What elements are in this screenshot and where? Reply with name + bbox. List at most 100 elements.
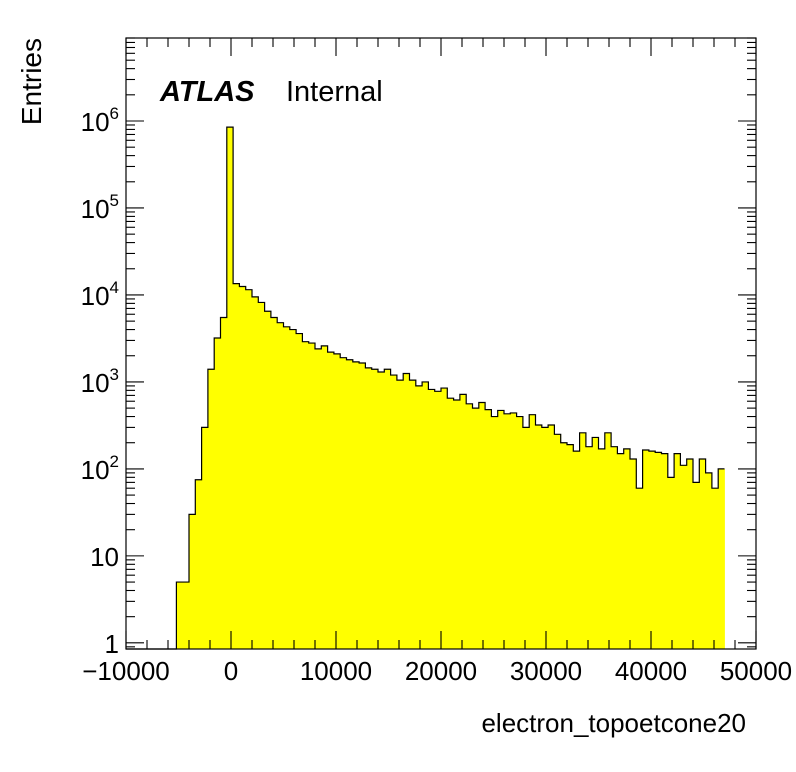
histogram-bin [497,410,505,649]
histogram-bin [252,296,259,649]
histogram-bin [434,391,442,649]
histogram-bin [365,367,373,649]
x-axis-title: electron_topoetcone20 [481,708,746,738]
histogram-bin [195,479,202,649]
histogram-bin [409,380,417,649]
histogram-bin [390,375,398,649]
histogram-bin [522,427,530,649]
histogram-bin [718,468,725,649]
histogram-bin [598,448,606,649]
histogram-bin [661,453,669,649]
histogram-bin [648,451,656,649]
histogram-bin [245,289,253,649]
histogram-bin [504,413,511,649]
histogram-bin [302,341,310,649]
histogram-bin [567,444,574,649]
histogram-bin [655,452,662,649]
y-tick-label: 106 [81,104,119,137]
y-tick-label: 1 [105,629,119,659]
histogram-bin [264,311,272,649]
histogram-bin [289,329,297,649]
histogram-bin [333,353,341,649]
histogram-bin [428,389,436,649]
histogram-bin [201,427,209,649]
y-tick-label: 102 [81,452,119,485]
histogram-bin [711,488,719,649]
histogram-bin [529,414,536,649]
histogram-bin [686,458,694,649]
histogram-outline [126,126,725,650]
histogram-bin [472,408,480,649]
y-tick-label: 104 [81,278,119,311]
histogram-bin [422,381,429,649]
histogram-bin [207,369,215,649]
x-tick-label: 30000 [510,656,582,686]
histogram-bin [585,446,593,649]
histogram-bin [283,326,291,649]
histogram-bin [189,514,196,649]
histogram-bin [371,369,379,649]
histogram-bin [535,424,543,649]
y-axis-title: Entries [16,38,47,125]
histogram-bin [541,427,549,649]
histogram-bin [340,357,347,649]
histogram-bin [182,582,190,649]
histogram-bin [233,283,240,649]
histogram-bin [308,343,316,649]
histogram-bin [617,453,625,649]
histogram-bin [699,458,706,649]
histogram-bin [453,399,461,649]
histogram-bin [296,333,303,649]
histogram-bin [592,437,599,649]
histogram-bins [126,126,725,650]
histogram-bin [573,451,580,649]
histogram-bin [680,465,688,649]
histogram-bin [554,434,562,649]
y-tick-labels: 1 10 102 103 104 105 106 [81,104,119,659]
histogram-bin [359,363,366,649]
histogram-bin [270,317,278,649]
x-tick-label: −10000 [82,656,169,686]
histogram-bin [447,398,454,649]
histogram-bin [478,402,486,649]
x-tick-label: 0 [224,656,238,686]
histogram-bin [560,442,568,649]
axis-ticks [125,37,757,649]
histogram-bin [403,373,410,649]
x-tick-labels: −10000 0 10000 20000 30000 40000 50000 [82,656,792,686]
histogram-bin [258,302,265,649]
histogram-bin [415,385,423,649]
histogram-bin [693,482,700,649]
histogram-bin [705,472,713,649]
histogram-bin [327,352,335,649]
x-tick-label: 10000 [300,656,372,686]
x-tick-label: 50000 [720,656,792,686]
histogram-bin [346,359,354,649]
histogram-bin [642,449,650,649]
histogram-bin [315,348,322,649]
internal-label: Internal [286,76,383,108]
histogram-bin [674,453,681,649]
histogram-bin [548,424,555,649]
histogram-bin [396,380,404,649]
histogram-bin [352,361,360,649]
histogram-bin [466,403,473,649]
histogram-bin [485,409,492,649]
x-tick-label: 40000 [615,656,687,686]
histogram-bin [384,369,391,649]
histogram-bin [623,448,631,649]
histogram-bin [176,582,184,649]
histogram-bin [226,127,234,650]
histogram-bin [636,488,643,649]
y-tick-label: 103 [81,365,119,398]
histogram-bin [510,412,517,649]
histogram-bin [321,345,328,649]
histogram-bin [459,394,467,649]
histogram-bin [604,432,612,649]
histogram-bin [441,388,448,649]
histogram-bin [579,432,587,649]
histogram-bin [667,477,675,649]
y-tick-label: 105 [81,191,119,224]
histogram-bin [214,337,221,649]
